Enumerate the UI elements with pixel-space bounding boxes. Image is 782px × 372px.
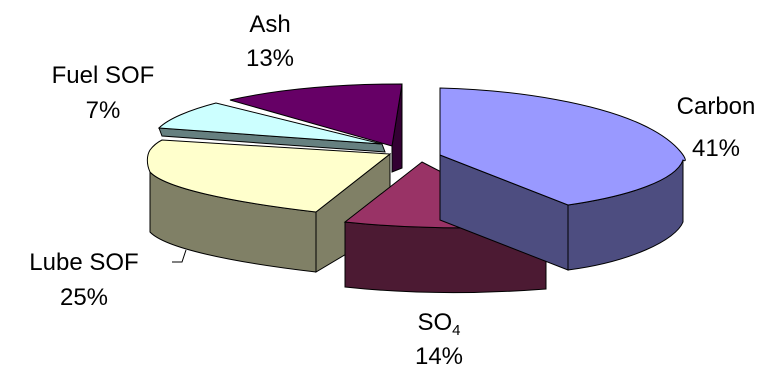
leader-line-lube-sof — [172, 249, 187, 263]
slice-carbon — [439, 87, 686, 271]
label-ash-value: 13% — [246, 45, 294, 72]
label-carbon-value: 41% — [692, 135, 740, 162]
slice-lube-sof — [146, 139, 392, 273]
slice-carbon-top — [439, 87, 686, 206]
slice-ash — [229, 83, 403, 173]
label-carbon-name: Carbon — [677, 93, 756, 120]
label-so4-main: SO — [417, 309, 452, 336]
label-so4-subscript: 4 — [452, 322, 460, 339]
slice-ash-top — [229, 83, 403, 147]
label-ash-name: Ash — [249, 11, 290, 38]
label-fuel-sof-name: Fuel SOF — [52, 62, 155, 89]
slice-fuel-sof-top — [157, 102, 383, 145]
label-so4-name: SO4 — [417, 309, 460, 339]
label-fuel-sof-value: 7% — [86, 97, 121, 124]
slice-lube-sof-top — [146, 139, 392, 213]
label-lube-sof-value: 25% — [60, 284, 108, 311]
label-lube-sof-name: Lube SOF — [29, 249, 138, 276]
label-so4-value: 14% — [415, 343, 463, 370]
slice-fuel-sof — [157, 102, 386, 153]
